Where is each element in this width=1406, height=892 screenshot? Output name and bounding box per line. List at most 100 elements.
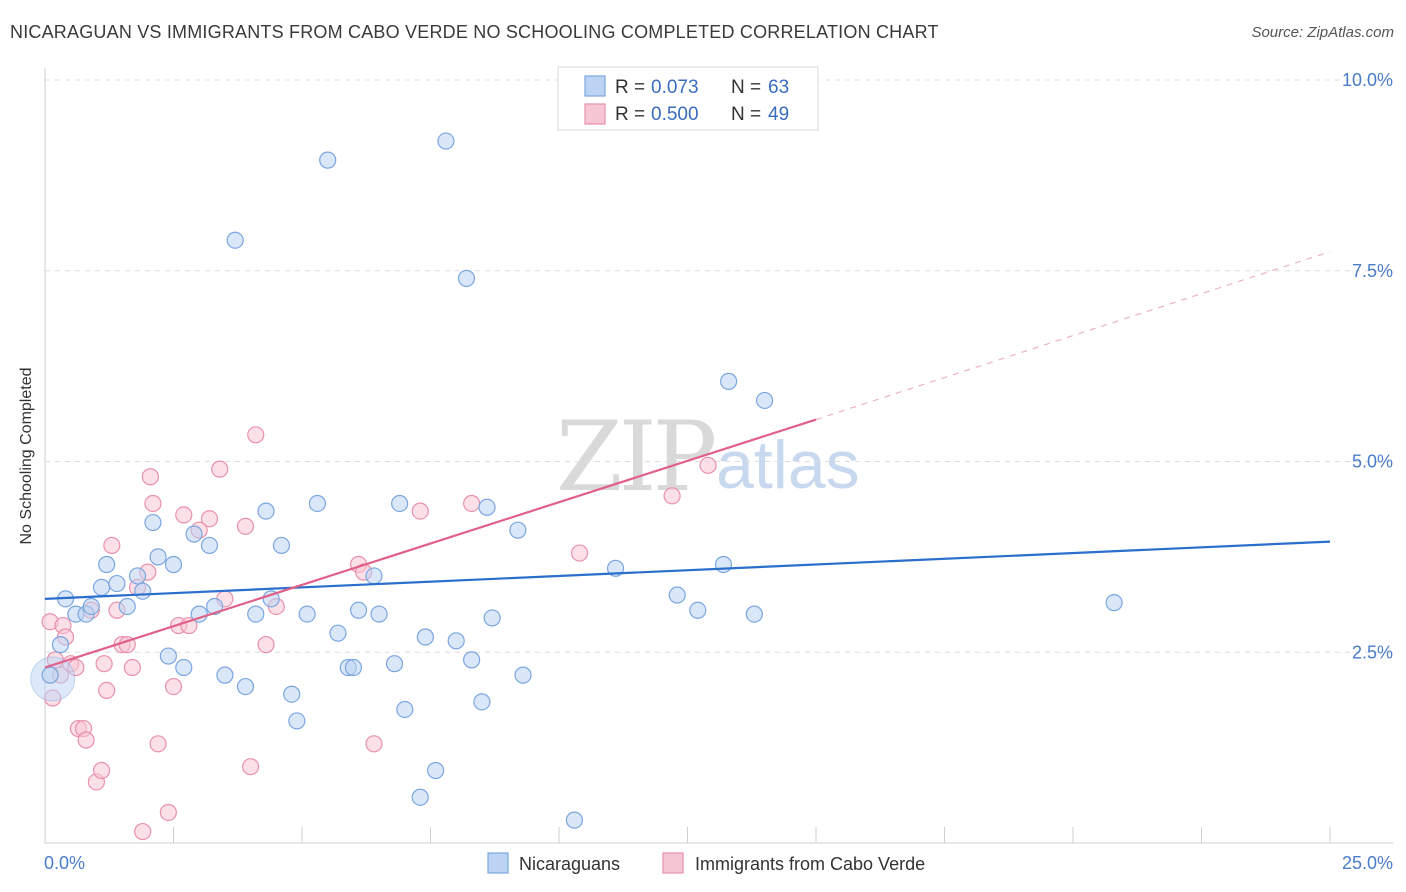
nicaraguans-point <box>272 536 291 555</box>
nicaraguans-point <box>411 788 429 806</box>
nicaraguans-point <box>349 601 368 619</box>
cabo-verde-point <box>92 761 111 780</box>
nicaraguans-point <box>41 666 59 684</box>
nicaraguans-point <box>565 811 584 829</box>
trend-line-nicaraguans <box>44 540 1331 600</box>
nicaraguans-point <box>447 632 465 650</box>
series-legend: Nicaraguans Immigrants from Cabo Verde <box>487 852 925 874</box>
nicaraguans-point <box>92 578 111 596</box>
y-tick-labels: 2.5% 5.0% 7.5% 10.0% <box>1342 70 1393 662</box>
cabo-verde-point <box>175 506 193 524</box>
nicaraguans-point <box>144 513 162 532</box>
nicaraguans-point <box>164 555 183 574</box>
cabo-verde-point <box>365 735 383 753</box>
legend-n-value-cabo-verde: 49 <box>768 104 789 125</box>
nicaraguans-point <box>463 651 481 669</box>
nicaraguans-point <box>689 601 707 619</box>
cabo-verde-point <box>211 460 229 478</box>
cabo-verde-point <box>164 677 183 696</box>
legend-n-label: N = <box>731 77 761 98</box>
nicaraguans-point <box>478 498 496 516</box>
nicaraguans-point <box>427 761 445 780</box>
y-tick-label: 5.0% <box>1352 452 1393 472</box>
nicaraguans-point <box>714 555 733 574</box>
cabo-verde-point <box>570 544 589 562</box>
nicaraguans-point <box>149 548 167 566</box>
legend-label-cabo-verde: Immigrants from Cabo Verde <box>695 854 925 874</box>
y-tick-label: 2.5% <box>1352 642 1393 662</box>
nicaraguans-point <box>370 605 388 623</box>
nicaraguans-point <box>206 597 224 616</box>
legend-r-label: R = <box>615 104 645 125</box>
cabo-verde-point <box>141 468 159 486</box>
cabo-verde-point <box>98 681 116 700</box>
nicaraguans-point <box>437 132 455 150</box>
nicaraguans-point <box>298 605 316 623</box>
nicaraguans-point <box>416 628 434 646</box>
nicaraguans-point <box>1105 594 1123 612</box>
nicaraguans-point <box>329 624 347 642</box>
nicaraguans-point <box>159 647 177 665</box>
cabo-verde-point <box>144 494 162 513</box>
nicaraguans-point <box>257 502 275 520</box>
nicaraguans-point <box>473 693 491 711</box>
nicaraguans-point <box>509 521 527 539</box>
nicaraguans-point <box>185 525 203 543</box>
trend-line-cabo-verde-projection <box>815 251 1331 421</box>
nicaraguans-point <box>319 151 337 169</box>
trend-line-cabo-verde <box>44 418 817 669</box>
nicaraguans-point <box>344 658 362 677</box>
legend-label-nicaraguans: Nicaraguans <box>519 854 620 874</box>
nicaraguans-point <box>391 494 409 513</box>
cabo-verde-point <box>699 456 717 474</box>
cabo-verde-point <box>134 822 152 841</box>
cabo-verde-point <box>236 517 255 535</box>
cabo-verde-point <box>77 731 95 749</box>
legend-r-value-cabo-verde: 0.500 <box>651 104 699 125</box>
chart-title: NICARAGUAN VS IMMIGRANTS FROM CABO VERDE… <box>10 22 939 42</box>
x-tick-labels: 0.0% 25.0% <box>44 853 1393 873</box>
nicaraguans-point <box>262 590 280 608</box>
legend-swatch-nicaraguans <box>487 852 509 874</box>
nicaraguans-point <box>118 597 136 616</box>
legend-r-value-nicaraguans: 0.073 <box>651 77 699 98</box>
cabo-verde-point <box>95 655 113 673</box>
stats-legend: R = 0.073 N = 63 R = 0.500 N = 49 <box>557 66 819 131</box>
cabo-verde-point <box>123 658 141 677</box>
nicaraguans-point <box>288 712 306 730</box>
nicaraguans-point <box>745 605 763 623</box>
legend-swatch-nicaraguans <box>584 75 606 97</box>
legend-n-value-nicaraguans: 63 <box>768 77 789 98</box>
trend-lines <box>44 251 1331 669</box>
nicaraguans-point <box>128 567 147 585</box>
watermark-atlas: atlas <box>716 427 860 503</box>
cabo-verde-point <box>159 803 177 822</box>
cabo-verde-point <box>663 487 681 505</box>
nicaraguans-point <box>483 609 501 627</box>
nicaraguans-point <box>668 586 686 604</box>
nicaraguans-point <box>308 494 327 513</box>
axes <box>44 68 1393 844</box>
nicaraguans-point <box>175 658 193 677</box>
cabo-verde-point <box>411 502 429 520</box>
nicaraguans-point <box>385 655 404 673</box>
legend-swatch-cabo-verde <box>584 103 606 125</box>
nicaraguans-point <box>236 677 255 696</box>
nicaraguans-point <box>247 605 265 623</box>
cabo-verde-point <box>463 494 481 513</box>
source-credit: Source: ZipAtlas.com <box>1251 24 1394 41</box>
x-tick-label-max: 25.0% <box>1342 853 1393 873</box>
nicaraguans-point <box>134 582 152 600</box>
nicaraguans-point <box>98 555 116 574</box>
nicaraguans-point <box>720 372 738 390</box>
cabo-verde-point <box>200 510 219 528</box>
nicaraguans-point <box>226 231 244 249</box>
cabo-verde-point <box>103 536 121 555</box>
nicaraguans-point <box>755 391 774 410</box>
cabo-verde-point <box>242 758 260 776</box>
legend-swatch-cabo-verde <box>662 852 684 874</box>
nicaraguans-point <box>396 700 414 719</box>
cabo-verde-point <box>149 735 167 753</box>
nicaraguans-point <box>457 269 476 287</box>
